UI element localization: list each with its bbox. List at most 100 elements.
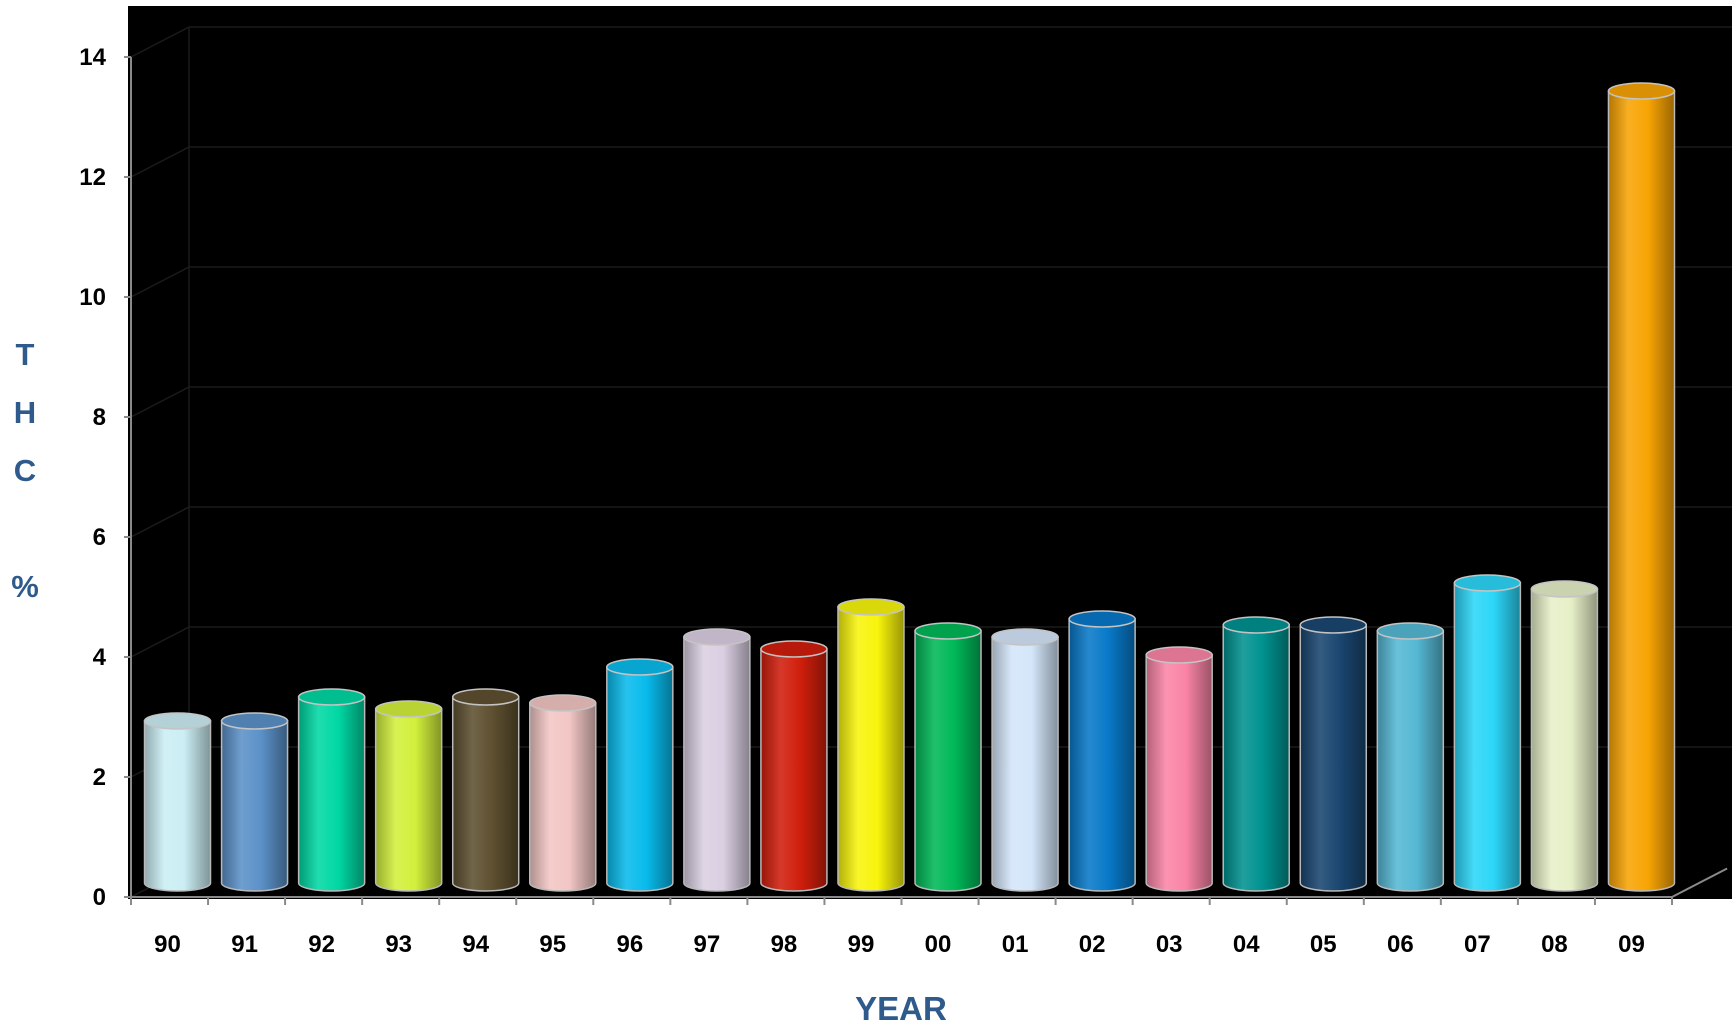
gridline-side bbox=[130, 386, 190, 418]
bar-top bbox=[1068, 610, 1136, 628]
bar-top bbox=[606, 658, 674, 676]
axes bbox=[124, 56, 1728, 905]
bar-08 bbox=[1530, 580, 1599, 892]
bar-94 bbox=[451, 688, 520, 892]
x-tick-label: 92 bbox=[308, 931, 335, 958]
x-tick-label: 94 bbox=[462, 931, 489, 958]
x-tick-label: 96 bbox=[616, 931, 643, 958]
y-tick-labels: 0 2 4 6 8 10 12 14 bbox=[79, 44, 106, 911]
x-tick-label: 05 bbox=[1310, 931, 1337, 958]
bar-body bbox=[1376, 630, 1445, 892]
gridline-side bbox=[130, 146, 190, 178]
bar-02 bbox=[1068, 610, 1136, 892]
bar-body bbox=[837, 606, 905, 892]
gridline-side bbox=[130, 626, 190, 658]
bar-06 bbox=[1376, 622, 1445, 892]
bar-top bbox=[1299, 616, 1368, 634]
x-tick-label: 91 bbox=[231, 931, 258, 958]
x-tick-label: 99 bbox=[848, 931, 875, 958]
bar-body bbox=[1453, 582, 1522, 892]
bar-top bbox=[1222, 616, 1290, 634]
bar-99 bbox=[837, 598, 905, 892]
bar-05 bbox=[1299, 616, 1368, 892]
x-tick-label: 98 bbox=[771, 931, 798, 958]
gridline-side bbox=[130, 266, 190, 298]
y-tick-label: 4 bbox=[93, 644, 107, 671]
bar-91 bbox=[220, 712, 289, 892]
bar-top bbox=[1376, 622, 1445, 640]
gridline-side bbox=[130, 506, 190, 538]
bar-92 bbox=[297, 688, 366, 892]
y-axis-title-letter: T bbox=[16, 337, 35, 372]
bar-top bbox=[837, 598, 905, 616]
x-tick-label: 08 bbox=[1541, 931, 1568, 958]
bar-body bbox=[529, 702, 597, 892]
bars bbox=[143, 82, 1676, 892]
bar-top bbox=[1607, 82, 1676, 100]
bar-00 bbox=[914, 622, 982, 892]
y-tick-label: 6 bbox=[93, 524, 106, 551]
bar-top bbox=[1453, 574, 1522, 592]
y-tick-label: 10 bbox=[79, 284, 106, 311]
bar-top bbox=[143, 712, 212, 730]
bar-body bbox=[991, 636, 1059, 892]
bar-body bbox=[1530, 588, 1599, 892]
bar-top bbox=[220, 712, 289, 730]
y-axis-title-letter: H bbox=[14, 395, 36, 430]
bar-97 bbox=[683, 628, 751, 892]
bar-body bbox=[297, 696, 366, 892]
bar-top bbox=[451, 688, 520, 706]
x-tick-label: 01 bbox=[1002, 931, 1029, 958]
bar-90 bbox=[143, 712, 212, 892]
bar-top bbox=[991, 628, 1059, 646]
bar-body bbox=[143, 720, 212, 892]
x-tick-label: 93 bbox=[385, 931, 412, 958]
bar-top bbox=[760, 640, 828, 658]
bar-03 bbox=[1145, 646, 1213, 892]
x-tick-labels: 90 91 92 93 94 95 96 97 98 99 00 01 02 03 04 05 06 07 08 09 bbox=[154, 931, 1645, 958]
bar-04 bbox=[1222, 616, 1290, 892]
y-tick-label: 8 bbox=[93, 404, 106, 431]
bar-body bbox=[374, 708, 443, 892]
x-tick-label: 90 bbox=[154, 931, 181, 958]
gridline-side bbox=[130, 26, 190, 58]
bar-top bbox=[297, 688, 366, 706]
bar-body bbox=[220, 720, 289, 892]
x-tick-label: 02 bbox=[1079, 931, 1106, 958]
bar-body bbox=[914, 630, 982, 892]
y-axis-title-letter: % bbox=[11, 569, 39, 604]
bar-98 bbox=[760, 640, 828, 892]
bar-top bbox=[374, 700, 443, 718]
bar-top bbox=[529, 694, 597, 712]
x-tick-label: 03 bbox=[1156, 931, 1183, 958]
bar-body bbox=[1299, 624, 1368, 892]
bar-93 bbox=[374, 700, 443, 892]
y-tick-label: 2 bbox=[93, 764, 106, 791]
y-axis-title: THC% bbox=[11, 337, 39, 604]
y-axis-title-letter: C bbox=[14, 453, 36, 488]
x-tick-label: 06 bbox=[1387, 931, 1414, 958]
y-tick-label: 0 bbox=[93, 884, 106, 911]
bar-body bbox=[606, 666, 674, 892]
bar-body bbox=[451, 696, 520, 892]
y-tick-label: 12 bbox=[79, 164, 106, 191]
x-tick-label: 00 bbox=[925, 931, 952, 958]
floor-edge bbox=[1671, 867, 1728, 898]
x-tick-label: 97 bbox=[694, 931, 721, 958]
x-tick-label: 09 bbox=[1618, 931, 1645, 958]
bar-95 bbox=[529, 694, 597, 892]
bar-top bbox=[1530, 580, 1599, 598]
bar-01 bbox=[991, 628, 1059, 892]
x-tick-label: 95 bbox=[539, 931, 566, 958]
bar-07 bbox=[1453, 574, 1522, 892]
x-tick-label: 04 bbox=[1233, 931, 1260, 958]
y-tick-label: 14 bbox=[79, 44, 106, 71]
bar-body bbox=[1607, 90, 1676, 892]
bar-09 bbox=[1607, 82, 1676, 892]
bar-top bbox=[1145, 646, 1213, 664]
x-axis-title: YEAR bbox=[855, 990, 947, 1026]
bar-top bbox=[914, 622, 982, 640]
bar-body bbox=[1222, 624, 1290, 892]
